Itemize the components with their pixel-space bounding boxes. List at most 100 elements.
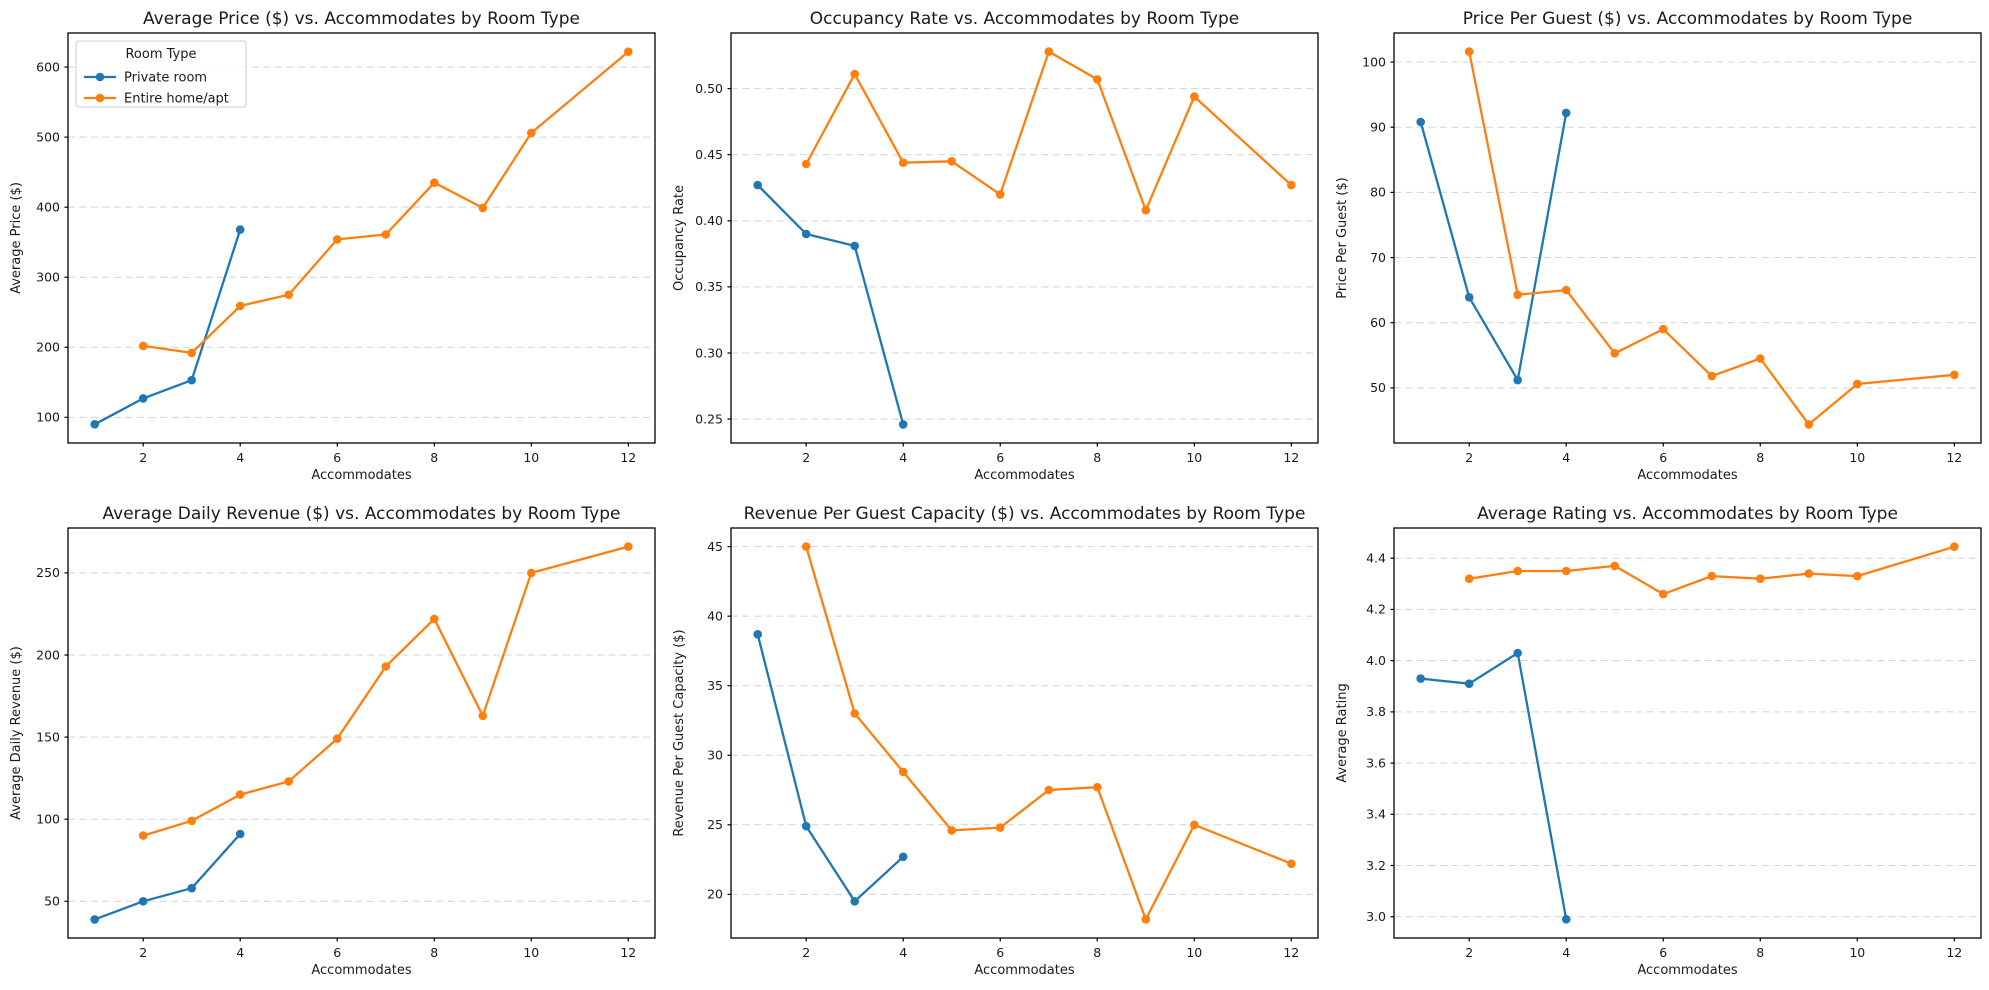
data-point-marker [235,829,245,839]
chart-title: Average Daily Revenue ($) vs. Accommodat… [103,504,621,524]
chart-average-daily-revenue: 2 4 6 8 10 12 50 100 150 200 250 Average Daily Reve… [0,495,663,990]
x-axis-label: Accommodates [1637,963,1738,978]
y-tick-label: 100 [1362,54,1386,69]
y-tick-label: 40 [707,608,723,623]
x-tick-label: 2 [802,450,810,465]
legend-entry-label: Private room [124,70,207,85]
data-point-marker [1756,574,1765,583]
data-point-marker [995,190,1005,199]
x-tick-label: 8 [430,450,438,465]
data-point-marker [850,69,859,79]
data-point-marker [332,235,342,244]
data-point-marker [624,542,633,551]
y-tick-label: 70 [1370,250,1386,265]
legend-marker-icon [95,72,105,82]
series-line-private-room [1419,112,1568,382]
plot-border [730,32,1319,444]
legend-title: Room Type [125,47,196,62]
data-point-marker [527,568,536,578]
x-tick-label: 4 [1562,450,1570,465]
data-point-marker [1610,561,1619,571]
x-tick-label: 4 [899,945,907,960]
series-line-entire-home-apt [805,546,1292,921]
series-line-entire-home-apt [142,545,629,837]
chart-title: Revenue Per Guest Capacity ($) vs. Accom… [744,504,1306,524]
y-tick-label: 200 [36,340,60,355]
series-line-entire-home-apt [1469,545,1955,596]
data-point-marker [1756,354,1765,363]
data-point-marker [138,897,148,906]
data-point-marker [1658,589,1668,599]
x-tick-label: 10 [523,450,539,465]
y-tick-label: 400 [36,199,60,214]
data-point-marker [1464,47,1474,56]
plot-border [67,527,656,939]
data-point-marker [1190,820,1199,830]
y-axis-label: Revenue Per Guest Capacity ($) [672,629,687,836]
data-point-marker [1658,324,1668,334]
data-point-marker [430,614,439,624]
data-point-marker [1464,574,1474,583]
data-point-marker [850,241,859,251]
chart-title: Average Rating vs. Accommodates by Room … [1477,504,1898,524]
data-point-marker [1287,180,1296,190]
x-tick-label: 12 [1946,450,1962,465]
y-tick-label: 3.2 [1366,858,1386,873]
x-tick-label: 8 [430,945,438,960]
plot-border [1393,527,1982,939]
y-tick-label: 500 [36,129,60,144]
x-tick-label: 12 [1283,450,1299,465]
data-point-marker [753,630,762,639]
series-line-entire-home-apt [805,50,1293,212]
y-tick-label: 45 [707,539,723,554]
x-axis-label: Accommodates [311,963,412,978]
x-tick-label: 6 [333,945,341,960]
y-tick-label: 20 [707,887,723,902]
x-tick-label: 4 [899,450,907,465]
y-tick-label: 3.6 [1366,755,1386,770]
data-point-marker [284,777,294,786]
data-point-marker [995,823,1005,832]
data-point-marker [850,897,859,906]
y-tick-label: 3.4 [1366,807,1386,822]
y-axis-label: Price Per Guest ($) [1335,177,1350,298]
data-point-marker [753,180,762,190]
data-point-marker [1513,648,1522,658]
chart-svg: 2 4 6 8 10 12 50 60 70 80 90 100 Price Per Guest ($)… [1335,9,1982,483]
data-point-marker [1513,566,1522,576]
data-point-marker [1513,375,1522,385]
y-tick-label: 4.0 [1366,653,1386,668]
data-point-marker [850,709,859,718]
x-tick-label: 6 [996,450,1004,465]
data-point-marker [801,159,811,169]
y-tick-label: 50 [44,894,60,909]
data-point-marker [1416,674,1425,683]
legend-entry-label: Entire home/apt [124,91,229,106]
data-point-marker [1610,349,1619,358]
y-tick-label: 30 [707,748,723,763]
data-point-marker [1561,566,1571,576]
x-tick-label: 2 [802,945,810,960]
data-point-marker [947,157,956,166]
series-line-entire-home-apt [143,50,630,355]
y-tick-label: 250 [36,565,60,580]
y-tick-label: 150 [36,729,60,744]
y-tick-label: 60 [1370,315,1386,330]
data-point-marker [801,229,811,239]
data-point-marker [624,47,633,56]
x-tick-label: 12 [1283,945,1299,960]
x-tick-label: 4 [1562,945,1570,960]
chart-svg: 2 4 6 8 10 12 50 100 150 200 250 Average Daily Reve… [9,504,656,978]
data-point-marker [1141,915,1151,924]
x-tick-label: 2 [139,450,147,465]
x-tick-label: 8 [1756,450,1764,465]
data-point-marker [235,225,245,234]
x-tick-label: 10 [1186,945,1202,960]
x-tick-label: 8 [1756,945,1764,960]
y-axis-label: Average Rating [1335,683,1350,782]
data-point-marker [187,348,196,358]
x-tick-label: 6 [996,945,1004,960]
series-line-private-room [756,634,904,903]
x-axis-label: Accommodates [974,468,1075,483]
